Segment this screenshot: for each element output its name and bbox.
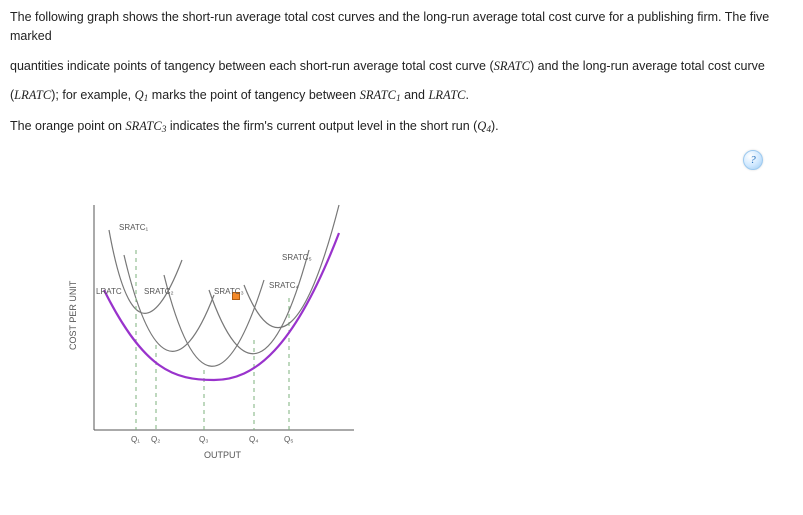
q4-term: Q4 — [477, 119, 491, 133]
intro-text: The following graph shows the short-run … — [10, 8, 793, 137]
q-label-5: Q₅ — [284, 435, 293, 444]
curve-s4 — [209, 250, 309, 354]
curve-s2 — [124, 255, 214, 351]
intro-1c: ) and the long-run average total cost cu… — [530, 59, 765, 73]
sratc-term-1: SRATC — [494, 59, 530, 73]
intro-1b: quantities indicate points of tangency b… — [10, 59, 494, 73]
intro-line-4: The orange point on SRATC3 indicates the… — [10, 117, 793, 137]
intro-line-2: quantities indicate points of tangency b… — [10, 57, 793, 76]
intro-3a: The orange point on — [10, 119, 125, 133]
intro-2c: marks the point of tangency between — [148, 88, 359, 102]
label-lratc: LRATC — [96, 287, 122, 296]
intro-1a: The following graph shows the short-run … — [10, 10, 769, 43]
intro-line-3: (LRATC); for example, Q1 marks the point… — [10, 86, 793, 106]
intro-3c: ). — [491, 119, 499, 133]
lratc-term-2: LRATC — [428, 88, 465, 102]
help-icon: ? — [750, 154, 756, 166]
q1-term: Q1 — [135, 88, 149, 102]
y-axis-title: COST PER UNIT — [68, 280, 78, 350]
label-sratc5: SRATC₅ — [282, 253, 312, 262]
x-axis-title: OUTPUT — [204, 450, 242, 460]
sratc3-term: SRATC3 — [125, 119, 166, 133]
help-button[interactable]: ? — [743, 150, 763, 170]
sratc1-term: SRATC1 — [360, 88, 401, 102]
intro-3b: indicates the firm's current output leve… — [166, 119, 477, 133]
intro-line-1: The following graph shows the short-run … — [10, 8, 793, 47]
q-label-3: Q₃ — [199, 435, 208, 444]
label-sratc1: SRATC₁ — [119, 223, 149, 232]
q-label-4: Q₄ — [249, 435, 259, 444]
q-label-1: Q₁ — [131, 435, 140, 444]
label-sratc2: SRATC₂ — [144, 287, 174, 296]
intro-2d: and — [401, 88, 429, 102]
label-sratc3: SRATC₃ — [214, 287, 244, 296]
intro-2b: ); for example, — [51, 88, 134, 102]
intro-2e: . — [466, 88, 469, 102]
q-label-2: Q₂ — [151, 435, 160, 444]
chart-svg: SRATC₁ SRATC₂ SRATC₃ SRATC₄ SRATC₅ LRATC Q₁ Q₂ Q… — [64, 200, 364, 460]
label-sratc4: SRATC₄ — [269, 281, 299, 290]
lratc-term-1: LRATC — [14, 88, 51, 102]
cost-curves-chart: SRATC₁ SRATC₂ SRATC₃ SRATC₄ SRATC₅ LRATC Q₁ Q₂ Q… — [64, 200, 384, 500]
